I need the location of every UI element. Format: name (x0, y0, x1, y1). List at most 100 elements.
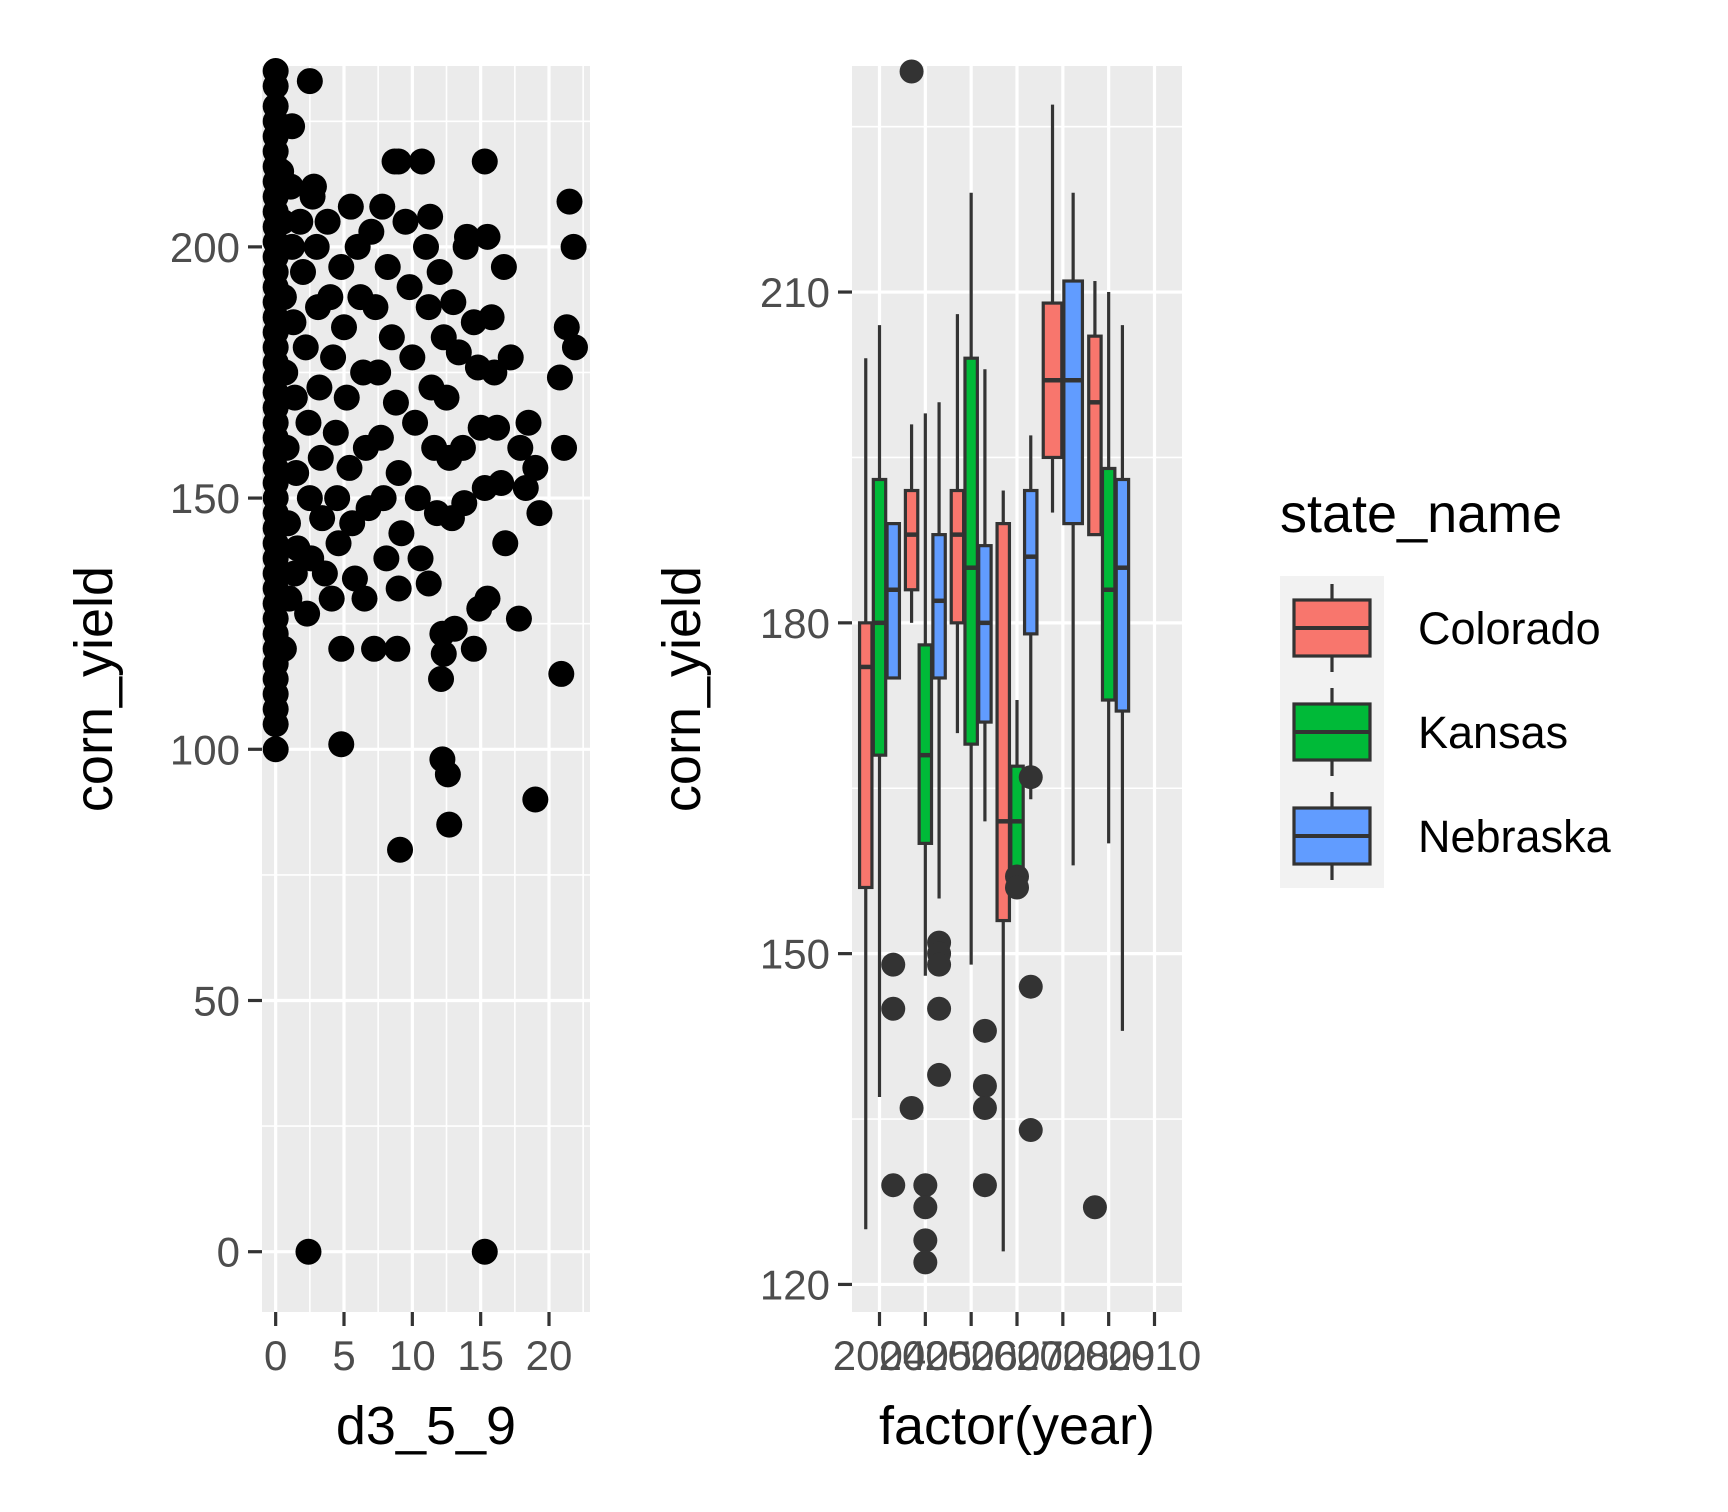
scatter-point (279, 113, 306, 140)
box-outlier (1082, 1195, 1107, 1220)
scatter-point (402, 409, 429, 436)
box-outlier (1005, 875, 1029, 900)
boxplot-y-tick-label: 210 (760, 269, 830, 316)
scatter-point (436, 811, 463, 838)
legend-label: Nebraska (1418, 811, 1612, 862)
scatter-point (388, 520, 415, 547)
scatter-point (373, 545, 400, 572)
boxplot-x-tick-label: 2008 (1016, 1332, 1109, 1379)
scatter-point (481, 359, 508, 386)
scatter-point (471, 148, 498, 175)
box-outlier (927, 1062, 952, 1087)
scatter-point (307, 444, 334, 471)
box-body (885, 522, 902, 680)
boxplot-y-tick-label: 150 (760, 931, 830, 978)
scatter-point (478, 304, 505, 331)
box-outlier (913, 1228, 938, 1253)
scatter-point (387, 836, 414, 863)
scatter-point (426, 258, 453, 285)
scatter-point (339, 510, 366, 537)
scatter-x-tick-label: 20 (526, 1332, 573, 1379)
scatter-point (365, 359, 392, 386)
scatter-point (262, 73, 289, 100)
legend-label: Kansas (1418, 707, 1568, 758)
scatter-point (320, 344, 347, 371)
scatter-point (433, 384, 460, 411)
scatter-point (370, 485, 397, 512)
scatter-point (336, 454, 363, 481)
box-outlier (899, 59, 924, 84)
scatter-point (269, 208, 296, 235)
box-nebraska-2009 (1114, 325, 1131, 1031)
scatter-point (281, 384, 308, 411)
scatter-point (415, 570, 442, 597)
box-body (995, 522, 1012, 923)
boxplot-x-tick-label: 2010 (1108, 1332, 1201, 1379)
box-outlier (913, 1173, 938, 1198)
scatter-point (471, 1238, 498, 1265)
scatter-point (367, 424, 394, 451)
box-outlier (1018, 1118, 1043, 1143)
box-outlier (881, 952, 906, 977)
scatter-points (262, 58, 588, 1265)
box-colorado-2009 (1082, 281, 1107, 1220)
scatter-point (466, 595, 493, 622)
scatter-point (362, 294, 389, 321)
scatter-point (556, 188, 583, 215)
boxplot-x-tick-label: 2005 (879, 1332, 972, 1379)
box-kansas-2005 (913, 413, 938, 1275)
scatter-point (551, 434, 578, 461)
scatter-point (317, 284, 344, 311)
scatter-point (526, 500, 553, 527)
scatter-point (484, 414, 511, 441)
legend-keys: Colorado Kansas Nebraska (1280, 576, 1612, 888)
scatter-point (430, 640, 457, 667)
scatter-point (309, 505, 336, 532)
boxplot-x-tick-label: 2009 (1062, 1332, 1155, 1379)
scatter-x-tick-label: 0 (264, 1332, 287, 1379)
boxplot-panel: 120 150 180 210 2004200520062007200820092010… (652, 59, 1201, 1456)
box-colorado-2007 (995, 490, 1012, 1252)
scatter-point (474, 223, 501, 250)
legend-entry-colorado: Colorado (1292, 584, 1601, 672)
box-nebraska-2004 (881, 522, 906, 1198)
scatter-point (294, 600, 321, 627)
box-body (1100, 466, 1117, 702)
scatter-point (273, 434, 300, 461)
scatter-point (300, 173, 327, 200)
scatter-point (385, 459, 412, 486)
scatter-point (417, 203, 444, 230)
scatter-point (454, 223, 480, 250)
scatter-point (492, 530, 519, 557)
boxplot-y-axis-title: corn_yield (652, 566, 712, 812)
legend: state_name Colorado Kansas Nebraska (1280, 484, 1612, 888)
scatter-point (295, 1238, 322, 1265)
scatter-point (392, 208, 419, 235)
scatter-point (404, 485, 431, 512)
scatter-point (384, 635, 411, 662)
box-nebraska-2007 (1018, 435, 1043, 1143)
boxplot-x-tick-label: 2007 (970, 1332, 1063, 1379)
scatter-point (281, 560, 308, 587)
scatter-point (318, 585, 345, 612)
scatter-point (262, 711, 289, 738)
scatter-point (522, 786, 549, 813)
scatter-point (270, 635, 297, 662)
boxplot-x-tick-label: 2006 (924, 1332, 1017, 1379)
scatter-point (490, 253, 517, 280)
boxplot-boxes (857, 59, 1131, 1275)
box-outlier (881, 996, 906, 1021)
scatter-point (351, 585, 378, 612)
box-outlier (913, 1250, 938, 1275)
scatter-x-tick-label: 5 (332, 1332, 355, 1379)
scatter-point (306, 374, 333, 401)
scatter-point (553, 314, 580, 341)
box-body (1114, 477, 1131, 713)
scatter-point (378, 324, 405, 351)
scatter-y-tick-label: 150 (170, 475, 240, 522)
scatter-point (341, 565, 368, 592)
box-body (1087, 334, 1103, 537)
